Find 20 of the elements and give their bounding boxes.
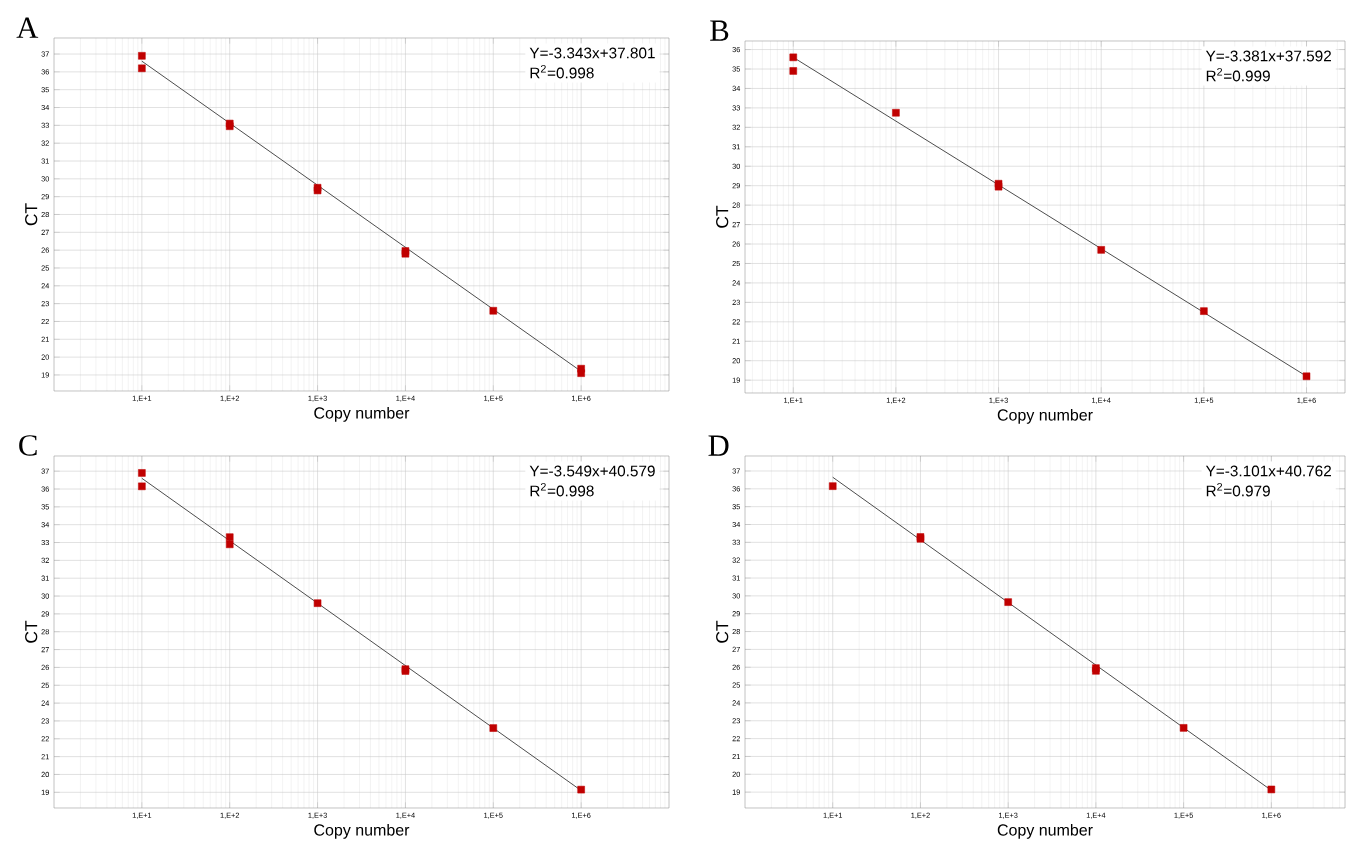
- annotation: R$^{2}$=0.998: [530, 482, 594, 497]
- x-axis-title: Copy number: [997, 823, 1093, 839]
- y-axis-title: CT: [25, 620, 38, 643]
- y-axis-title: CT: [25, 203, 38, 226]
- x-axis-title: Copy number: [314, 823, 410, 839]
- annotation: R$^{2}$=0.998: [530, 64, 594, 79]
- annotation: Y=-3.549x+40.579: [529, 465, 655, 477]
- y-axis-title: CT: [716, 205, 729, 228]
- annotation: Y=-3.343x+37.801: [529, 47, 655, 59]
- annotation: R$^{2}$=0.999: [1206, 67, 1270, 82]
- annotation: Y=-3.101x+40.762: [1205, 465, 1331, 477]
- chart-title: C: [19, 435, 37, 456]
- chart-title: D: [708, 435, 729, 456]
- chart-title: A: [16, 17, 39, 38]
- y-axis-title: CT: [716, 620, 729, 643]
- annotation: Y=-3.381x+37.592: [1205, 50, 1331, 62]
- chart-title: B: [710, 20, 729, 41]
- annotation: R$^{2}$=0.979: [1206, 482, 1270, 497]
- x-axis-title: Copy number: [997, 408, 1093, 424]
- x-axis-title: Copy number: [314, 406, 410, 422]
